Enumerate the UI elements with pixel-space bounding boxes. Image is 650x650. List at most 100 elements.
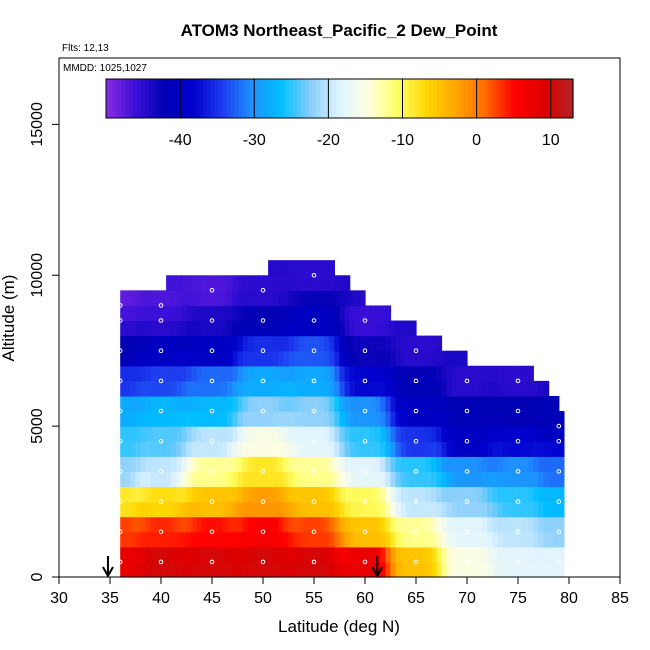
heatmap-cell bbox=[247, 546, 254, 563]
heatmap-cell bbox=[421, 395, 427, 412]
sample-point bbox=[209, 438, 215, 444]
heatmap-cell bbox=[349, 350, 356, 367]
heatmap-cell bbox=[410, 561, 417, 578]
heatmap-cell bbox=[130, 486, 137, 503]
heatmap-cell bbox=[375, 471, 381, 488]
heatmap-cell bbox=[472, 411, 478, 427]
sample-point bbox=[158, 408, 164, 414]
heatmap-cell bbox=[543, 426, 550, 442]
colorbar-swatch bbox=[421, 79, 426, 118]
heatmap-cell bbox=[553, 486, 560, 503]
heatmap-cell bbox=[288, 486, 295, 503]
heatmap-cell bbox=[334, 411, 341, 427]
heatmap-cell bbox=[400, 546, 407, 563]
heatmap-cell bbox=[212, 305, 218, 322]
heatmap-cell bbox=[186, 471, 193, 488]
heatmap-cell bbox=[502, 561, 509, 578]
heatmap-cell bbox=[303, 456, 310, 472]
heatmap-cell bbox=[512, 411, 519, 427]
heatmap-cell bbox=[451, 395, 458, 412]
heatmap-cell bbox=[237, 395, 244, 412]
colorbar-swatch bbox=[401, 79, 407, 118]
heatmap-cell bbox=[492, 411, 499, 427]
heatmap-cell bbox=[273, 380, 279, 397]
heatmap-cell bbox=[319, 531, 325, 548]
heatmap-cell bbox=[191, 531, 198, 548]
heatmap-cell bbox=[416, 501, 422, 518]
heatmap-cell bbox=[308, 350, 315, 367]
heatmap-cell bbox=[283, 305, 290, 322]
heatmap-cell bbox=[150, 426, 157, 442]
heatmap-cell bbox=[400, 350, 407, 367]
heatmap-cell bbox=[334, 531, 341, 548]
heatmap-cell bbox=[273, 411, 279, 427]
heatmap-cell bbox=[293, 561, 300, 578]
heatmap-cell bbox=[502, 516, 509, 533]
sample-point bbox=[117, 559, 123, 565]
heatmap-cell bbox=[237, 411, 244, 427]
heatmap-cell bbox=[482, 365, 488, 382]
heatmap-cell bbox=[349, 501, 356, 518]
heatmap-cell bbox=[308, 531, 315, 548]
heatmap-cell bbox=[329, 426, 335, 442]
colorbar-swatch bbox=[106, 79, 111, 118]
heatmap-cell bbox=[553, 411, 560, 427]
heatmap-cell bbox=[354, 531, 361, 548]
heatmap-cell bbox=[329, 561, 335, 578]
heatmap-cell bbox=[257, 441, 264, 457]
heatmap-cell bbox=[492, 426, 499, 442]
heatmap-cell bbox=[212, 275, 218, 291]
heatmap-cell bbox=[273, 441, 279, 457]
heatmap-cell bbox=[166, 380, 172, 397]
heatmap-cell bbox=[191, 335, 198, 352]
heatmap-cell bbox=[273, 531, 279, 548]
heatmap-cell bbox=[507, 395, 514, 412]
heatmap-cell bbox=[324, 471, 330, 488]
heatmap-cell bbox=[308, 290, 315, 307]
heatmap-cell bbox=[206, 531, 213, 548]
heatmap-cell bbox=[303, 471, 310, 488]
heatmap-cell bbox=[201, 471, 208, 488]
colorbar-swatch bbox=[362, 79, 368, 118]
heatmap-cell bbox=[237, 546, 244, 563]
heatmap-cell bbox=[482, 546, 488, 563]
heatmap-cell bbox=[263, 335, 269, 352]
heatmap-cell bbox=[257, 486, 264, 503]
heatmap-cell bbox=[273, 426, 279, 442]
colorbar-swatch bbox=[238, 79, 243, 118]
colorbar-swatch bbox=[432, 79, 438, 118]
heatmap-cell bbox=[166, 546, 172, 563]
heatmap-cell bbox=[421, 546, 427, 563]
heatmap-cell bbox=[273, 501, 279, 518]
colorbar-swatch bbox=[510, 79, 516, 118]
heatmap-cell bbox=[370, 456, 376, 472]
heatmap-cell bbox=[171, 546, 177, 563]
heatmap-cell bbox=[252, 320, 259, 337]
heatmap-cell bbox=[431, 365, 437, 382]
colorbar-swatch bbox=[370, 79, 376, 118]
heatmap-cell bbox=[482, 561, 488, 578]
colorbar-swatch bbox=[320, 79, 325, 118]
heatmap-cell bbox=[217, 456, 223, 472]
heatmap-cell bbox=[196, 456, 203, 472]
heatmap-cell bbox=[130, 411, 137, 427]
heatmap-cell bbox=[354, 395, 361, 412]
heatmap-cell bbox=[467, 441, 473, 457]
heatmap-cell bbox=[334, 456, 341, 472]
heatmap-cell bbox=[538, 486, 545, 503]
heatmap-cell bbox=[380, 426, 386, 442]
heatmap-cell bbox=[507, 501, 514, 518]
heatmap-cell bbox=[431, 531, 437, 548]
heatmap-cell bbox=[135, 350, 142, 367]
heatmap-cell bbox=[334, 426, 341, 442]
heatmap-cell bbox=[538, 380, 545, 397]
heatmap-cell bbox=[171, 411, 177, 427]
x-tick-label: 45 bbox=[203, 590, 221, 607]
colorbar-swatch bbox=[502, 79, 508, 118]
heatmap-cell bbox=[395, 471, 402, 488]
heatmap-cell bbox=[242, 395, 249, 412]
colorbar-swatch bbox=[129, 79, 134, 118]
heatmap-cell bbox=[324, 260, 330, 276]
heatmap-cell bbox=[181, 426, 188, 442]
heatmap-cell bbox=[212, 486, 218, 503]
